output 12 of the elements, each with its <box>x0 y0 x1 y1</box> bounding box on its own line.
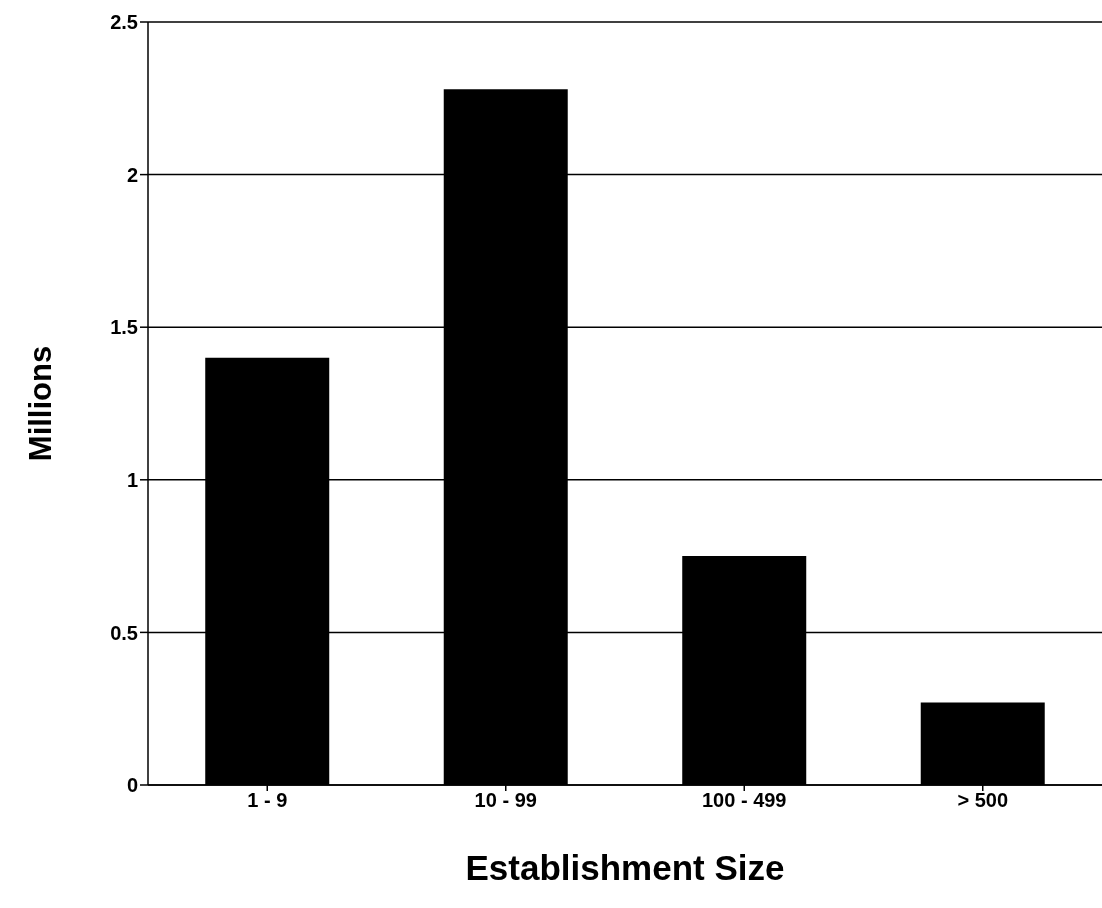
x-tick-label: 100 - 499 <box>701 789 787 812</box>
x-tick-label: > 500 <box>957 789 1009 812</box>
y-tick-label: 0 <box>126 774 138 797</box>
y-tick-label: 2.5 <box>110 11 138 34</box>
y-tick-label: 0.5 <box>110 621 138 644</box>
y-axis-title: Millions <box>23 345 59 462</box>
y-tick-label: 2 <box>126 163 138 186</box>
x-axis-title: Establishment Size <box>465 848 785 887</box>
x-tick-label: 1 - 9 <box>247 789 288 812</box>
x-tick-label: 10 - 99 <box>474 789 537 812</box>
y-tick-label: 1 <box>126 468 138 491</box>
y-tick-label: 1.5 <box>110 316 138 339</box>
